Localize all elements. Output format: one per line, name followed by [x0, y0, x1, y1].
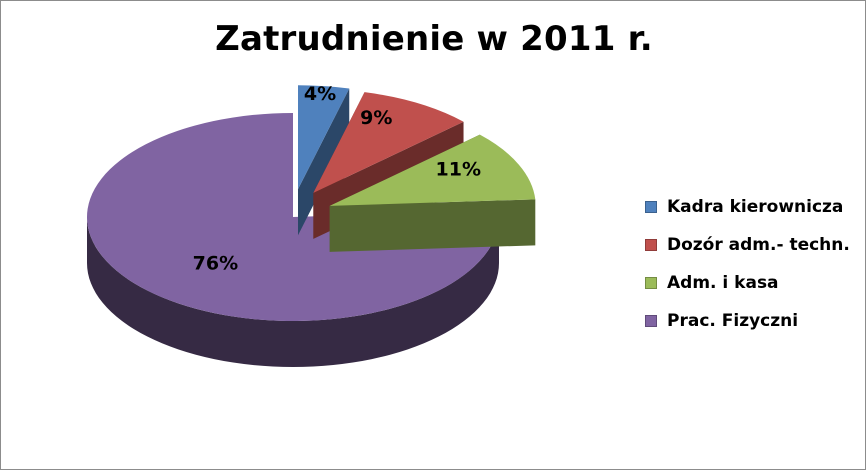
slice-top-dozor — [313, 92, 464, 193]
legend-label-fizyczni: Prac. Fizyczni — [667, 311, 799, 331]
legend-swatch-kadra — [645, 201, 657, 213]
data-label-adm: 11% — [436, 159, 481, 181]
legend-item-kadra: Kadra kierownicza — [645, 197, 850, 217]
data-label-kadra: 4% — [304, 83, 336, 105]
legend-item-adm: Adm. i kasa — [645, 273, 850, 293]
chart-title: Zatrudnienie w 2011 r. — [215, 19, 653, 59]
slice-fizyczni — [87, 113, 500, 367]
legend: Kadra kierownicza Dozór adm.- techn. Adm… — [645, 197, 850, 331]
data-label-dozor: 9% — [360, 107, 392, 129]
legend-swatch-fizyczni — [645, 315, 657, 327]
slices-group — [87, 85, 536, 367]
slice-side-fizyczni-0 — [87, 217, 499, 367]
legend-swatch-dozor — [645, 239, 657, 251]
slice-kadra — [298, 85, 350, 236]
slice-adm — [329, 134, 536, 252]
slice-cut-kadra-1 — [298, 88, 350, 236]
data-labels-group: 4% 9% 11% 76% — [193, 83, 481, 275]
legend-label-adm: Adm. i kasa — [667, 273, 779, 293]
legend-label-kadra: Kadra kierownicza — [667, 197, 844, 217]
slice-top-adm — [329, 134, 536, 206]
slice-top-kadra — [298, 85, 350, 190]
slice-cut-adm-1 — [329, 199, 536, 252]
data-label-fizyczni: 76% — [193, 253, 238, 275]
legend-label-dozor: Dozór adm.- techn. — [667, 235, 850, 255]
legend-item-fizyczni: Prac. Fizyczni — [645, 311, 850, 331]
legend-swatch-adm — [645, 277, 657, 289]
slice-top-fizyczni — [87, 113, 500, 322]
legend-item-dozor: Dozór adm.- techn. — [645, 235, 850, 255]
